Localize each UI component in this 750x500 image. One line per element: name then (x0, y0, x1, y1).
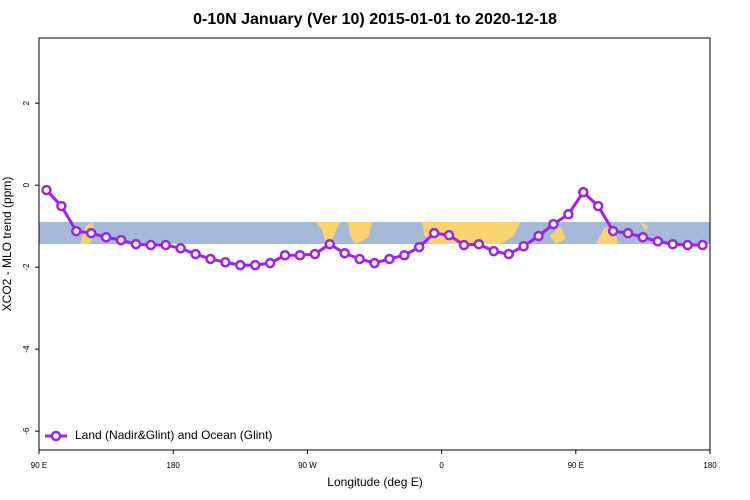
data-point (473, 238, 485, 250)
data-point (175, 243, 186, 254)
y-tick-label: -6 (22, 427, 31, 435)
y-tick-label: -4 (22, 345, 31, 353)
data-point (190, 248, 201, 260)
data-point (264, 257, 276, 269)
y-tick-label: 2 (22, 100, 31, 105)
legend-marker (50, 430, 62, 442)
data-point (697, 239, 708, 251)
data-point (443, 229, 455, 241)
data-point (458, 239, 470, 251)
chart-title: 0-10N January (Ver 10) 2015-01-01 to 202… (193, 11, 557, 28)
x-tick-label: 90 E (568, 461, 584, 470)
x-tick-label: 180 (703, 461, 717, 470)
y-tick-label: -2 (22, 263, 31, 271)
legend-label: Land (Nadir&Glint) and Ocean (Glint) (75, 428, 272, 442)
y-axis-label: XCO2 - MLO trend (ppm) (0, 177, 14, 312)
data-point (428, 227, 440, 239)
x-axis-label: Longitude (deg E) (327, 475, 422, 489)
data-point (339, 247, 350, 259)
data-point (518, 241, 529, 252)
data-point (115, 234, 127, 246)
data-point (563, 209, 574, 220)
data-point (413, 241, 425, 253)
data-point (607, 225, 619, 237)
data-point (488, 245, 500, 257)
data-point (667, 238, 678, 250)
data-point (622, 227, 634, 239)
data-point (279, 250, 291, 261)
data-point (384, 253, 395, 265)
data-point (503, 248, 514, 260)
data-point (100, 231, 112, 243)
data-point (592, 200, 604, 212)
data-point (249, 259, 261, 271)
data-point (578, 186, 589, 198)
data-point (130, 238, 142, 250)
data-point (369, 257, 380, 269)
data-point (235, 259, 246, 271)
data-point (533, 230, 544, 242)
y-tick-label: 0 (22, 182, 31, 187)
data-point (399, 250, 410, 261)
data-point (56, 200, 67, 212)
data-point (548, 218, 559, 230)
data-point (85, 227, 97, 239)
data-point (309, 248, 321, 260)
x-tick-label: 180 (167, 461, 181, 470)
data-point (652, 236, 664, 247)
x-tick-label: 90 W (298, 461, 317, 470)
data-point (160, 239, 171, 251)
plot-frame (38, 37, 711, 451)
data-point (205, 253, 216, 265)
data-point (324, 238, 336, 250)
data-point (354, 253, 365, 265)
data-point (294, 250, 306, 261)
data-point (71, 225, 82, 237)
data-point (145, 239, 157, 251)
data-point (637, 231, 649, 243)
x-tick-label: 90 E (31, 461, 47, 470)
data-point (682, 239, 693, 251)
data-point (41, 184, 52, 196)
data-point (220, 256, 231, 268)
x-tick-label: 0 (439, 461, 444, 470)
